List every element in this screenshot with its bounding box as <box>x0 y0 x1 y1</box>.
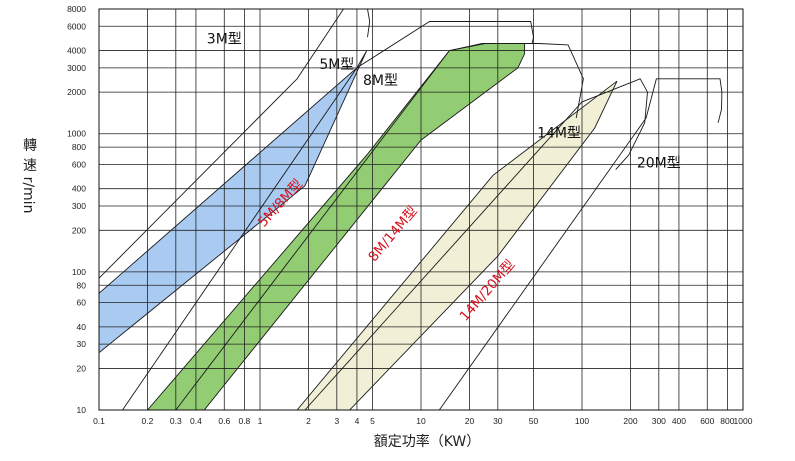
type-label-14m: 14M型 <box>537 125 581 141</box>
outline-5m <box>122 21 534 411</box>
x-tick-label: 0.3 <box>170 416 182 426</box>
x-tick-label: 3 <box>334 416 339 426</box>
x-tick-label: 1000 <box>734 416 753 426</box>
y-axis-title-char-1: 轉 <box>23 138 37 154</box>
y-tick-label: 400 <box>72 184 86 194</box>
y-tick-label: 800 <box>72 142 86 152</box>
x-tick-label: 600 <box>700 416 714 426</box>
y-tick-label: 8000 <box>67 4 86 14</box>
y-tick-label: 100 <box>72 267 86 277</box>
x-tick-label: 100 <box>575 416 589 426</box>
y-tick-label: 6000 <box>67 21 86 31</box>
y-tick-label: 200 <box>72 225 86 235</box>
plot-frame <box>98 8 744 411</box>
x-tick-label: 4 <box>355 416 360 426</box>
x-tick-label: 200 <box>623 416 637 426</box>
x-tick-label: 5 <box>370 416 375 426</box>
type-outlines <box>98 8 723 411</box>
band-areas <box>98 43 618 411</box>
type-label-3m: 3M型 <box>207 32 242 48</box>
x-tick-label: 50 <box>529 416 539 426</box>
type-labels: 3M型 5M型 8M型 14M型 20M型 <box>207 32 681 172</box>
x-tick-label: 2 <box>306 416 311 426</box>
x-tick-label: 1 <box>258 416 263 426</box>
x-tick-labels: 0.1 0.2 0.3 0.4 0.6 0.8 1 2 3 4 5 10 20 30 50 100 200 300… <box>93 416 753 426</box>
outline-8m <box>175 43 584 411</box>
type-label-8m: 8M型 <box>363 73 398 89</box>
grid <box>98 8 744 411</box>
y-axis-unit: r/min <box>20 177 36 214</box>
y-tick-label: 30 <box>77 339 87 349</box>
x-tick-label: 300 <box>652 416 666 426</box>
x-tick-label: 0.4 <box>190 416 202 426</box>
y-tick-label: 4000 <box>67 46 86 56</box>
y-tick-label: 80 <box>77 280 87 290</box>
y-tick-label: 1000 <box>67 129 86 139</box>
y-tick-label: 20 <box>77 363 87 373</box>
x-tick-label: 0.1 <box>93 416 105 426</box>
x-tick-label: 800 <box>720 416 734 426</box>
y-tick-label: 2000 <box>67 87 86 97</box>
y-tick-label: 600 <box>72 159 86 169</box>
y-tick-label: 300 <box>72 201 86 211</box>
band-8m-14m <box>146 43 526 411</box>
y-tick-label: 10 <box>77 405 87 415</box>
y-tick-label: 40 <box>77 322 87 332</box>
type-label-5m: 5M型 <box>319 57 354 73</box>
x-tick-label: 0.6 <box>218 416 230 426</box>
y-axis-title-char-2: 速 <box>23 158 37 174</box>
outline-20m <box>438 78 723 411</box>
y-tick-label: 3000 <box>67 63 86 73</box>
y-tick-labels: 10 20 30 40 60 80 100 200 300 400 600 800 1000 2000 30… <box>67 4 86 415</box>
x-tick-label: 30 <box>493 416 503 426</box>
x-tick-label: 400 <box>672 416 686 426</box>
band-label-8m-14m: 8M/14M型 <box>365 203 420 265</box>
outline-14m <box>304 78 648 411</box>
x-tick-label: 0.2 <box>142 416 154 426</box>
y-tick-label: 60 <box>77 298 87 308</box>
x-tick-label: 10 <box>416 416 426 426</box>
x-tick-label: 20 <box>465 416 475 426</box>
type-label-20m: 20M型 <box>637 155 681 171</box>
x-axis-title: 額定功率（KW） <box>374 433 481 450</box>
x-tick-label: 0.8 <box>238 416 250 426</box>
